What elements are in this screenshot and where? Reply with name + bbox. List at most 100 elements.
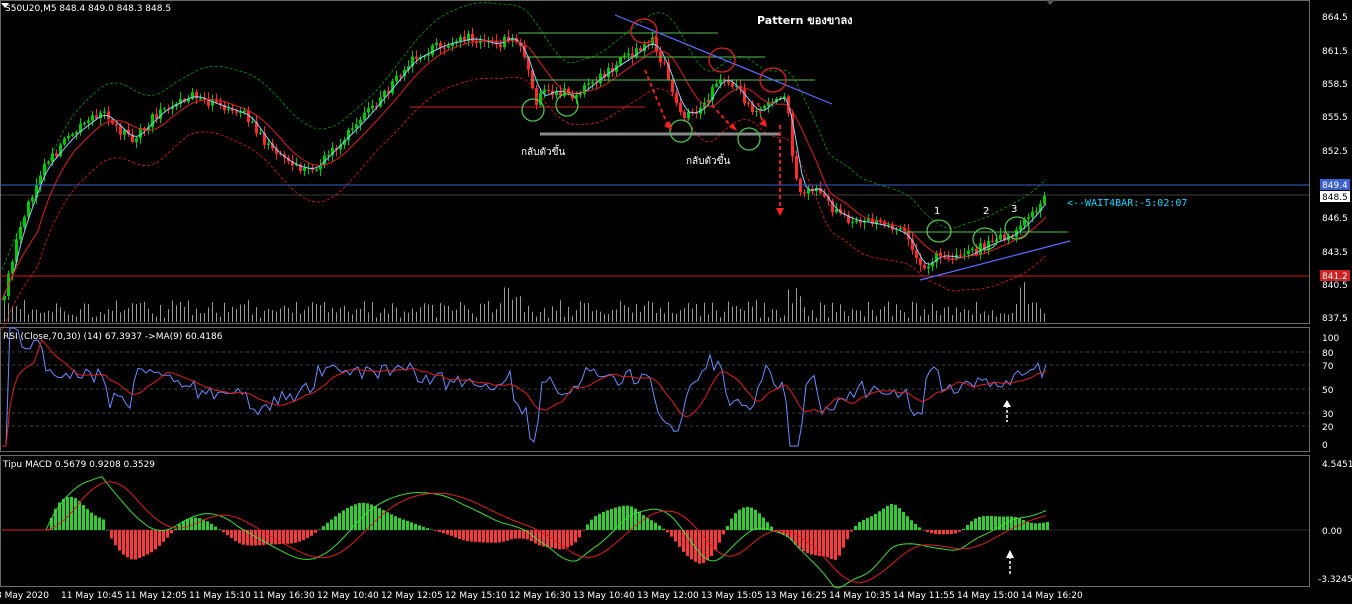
macd-histogram-bar: [690, 530, 693, 560]
time-label: 12 May 10:40: [317, 591, 379, 601]
candle-body: [683, 111, 686, 118]
candle-body: [675, 92, 678, 103]
macd-histogram-bar: [1002, 516, 1005, 530]
macd-histogram-bar: [946, 530, 949, 535]
time-label: 13 May 16:25: [765, 591, 827, 601]
candle-body: [327, 155, 330, 157]
macd-histogram-bar: [554, 530, 557, 549]
candle-body: [859, 220, 862, 223]
candle-body: [279, 153, 282, 155]
macd-histogram-bar: [474, 530, 477, 542]
time-label: 13 May 10:40: [573, 591, 635, 601]
candle-body: [719, 79, 722, 84]
macd-histogram-bar: [58, 502, 61, 530]
candle-body: [535, 88, 538, 105]
macd-histogram-bar: [954, 530, 957, 534]
candle-body: [627, 53, 630, 56]
macd-histogram-bar: [258, 530, 261, 546]
collapse-triangle-icon[interactable]: [1, 3, 9, 8]
green-circle-7: [1004, 216, 1030, 240]
symbol-header: S50U20,M5 848.4 849.0 848.3 848.5: [5, 4, 171, 14]
candle-body: [543, 89, 546, 93]
macd-histogram-bar: [838, 530, 841, 556]
red-level-box: [1320, 270, 1350, 281]
rsi-tick: 80: [1322, 349, 1334, 359]
macd-histogram-bar: [706, 530, 709, 561]
candle-body: [95, 115, 98, 119]
macd-histogram-bar: [898, 508, 901, 530]
candle-body: [735, 85, 738, 87]
macd-histogram-bar: [162, 530, 165, 542]
time-label: 11 May 12:05: [125, 591, 187, 601]
macd-histogram-bar: [750, 507, 753, 530]
blue-downtrend-line: [614, 14, 833, 105]
green-circle-4: [737, 127, 761, 151]
candle-body: [711, 86, 714, 101]
candle-body: [359, 119, 362, 125]
candle-body: [635, 48, 638, 58]
candle-body: [343, 140, 346, 145]
candle-body: [767, 102, 770, 107]
macd-histogram-bar: [434, 530, 437, 531]
candle-body: [247, 110, 250, 123]
candle-body: [19, 227, 22, 240]
macd-histogram-bar: [1030, 522, 1033, 530]
candle-body: [255, 121, 258, 134]
macd-histogram-bar: [566, 530, 569, 548]
candle-body: [407, 66, 410, 70]
macd-histogram-bar: [174, 528, 177, 530]
macd-histogram-bar: [646, 518, 649, 530]
candle-body: [375, 105, 378, 107]
candle-body: [939, 252, 942, 257]
candle-body: [251, 121, 254, 123]
candle-body: [315, 169, 318, 171]
macd-histogram-bar: [534, 530, 537, 544]
arrow-heads: [664, 119, 784, 216]
macd-histogram-bar: [586, 524, 589, 530]
candle-body: [303, 167, 306, 172]
macd-histogram-bar: [242, 530, 245, 545]
macd-histogram-bar: [902, 512, 905, 530]
candle-body: [339, 144, 342, 150]
macd-histogram-bar: [914, 524, 917, 530]
macd-histogram-bar: [998, 516, 1001, 530]
candle-body: [903, 227, 906, 232]
rsi-tick: 30: [1322, 410, 1334, 420]
count-label-3: 3: [1011, 204, 1017, 215]
candle-body: [63, 138, 66, 145]
candle-body: [855, 220, 858, 223]
red-circle-3: [759, 67, 787, 93]
candle-body: [131, 134, 134, 143]
macd-histogram-bar: [154, 530, 157, 550]
candle-body: [667, 62, 670, 80]
macd-panel[interactable]: Tipu MACD 0.5679 0.9208 0.3529 4.5451 0.…: [0, 460, 1352, 589]
time-label: 11 May 10:45: [61, 591, 123, 601]
rsi-tick: 100: [1322, 334, 1339, 344]
macd-histogram-bar: [550, 530, 553, 548]
candle-body: [379, 97, 382, 107]
macd-histogram-bar: [294, 530, 297, 543]
main-price-panel[interactable]: S50U20,M5 848.4 849.0 848.3 848.5 Patter…: [0, 0, 1309, 331]
candle-body: [663, 62, 666, 64]
macd-histogram-bar: [702, 530, 705, 564]
candle-body: [483, 40, 486, 42]
candle-body: [1035, 211, 1038, 213]
macd-histogram-bar: [634, 508, 637, 530]
candle-body: [411, 56, 414, 67]
macd-histogram-bar: [826, 530, 829, 558]
macd-histogram-bar: [146, 530, 149, 555]
rsi-panel[interactable]: RSI (Close,70,30) (14) 67.3937 ->MA(9) 6…: [0, 327, 1339, 451]
macd-histogram-bar: [958, 530, 961, 532]
candle-body: [71, 134, 74, 136]
candle-body: [387, 91, 390, 94]
pattern-drawings[interactable]: [410, 14, 1071, 281]
time-label: 12 May 12:05: [381, 591, 443, 601]
candle-body: [111, 119, 114, 124]
macd-histogram-bar: [46, 530, 49, 531]
green-circle-5: [926, 219, 952, 243]
macd-histogram-bar: [886, 505, 889, 530]
macd-histogram-bar: [490, 530, 493, 543]
candle-body: [907, 231, 910, 240]
candle-body: [643, 44, 646, 52]
